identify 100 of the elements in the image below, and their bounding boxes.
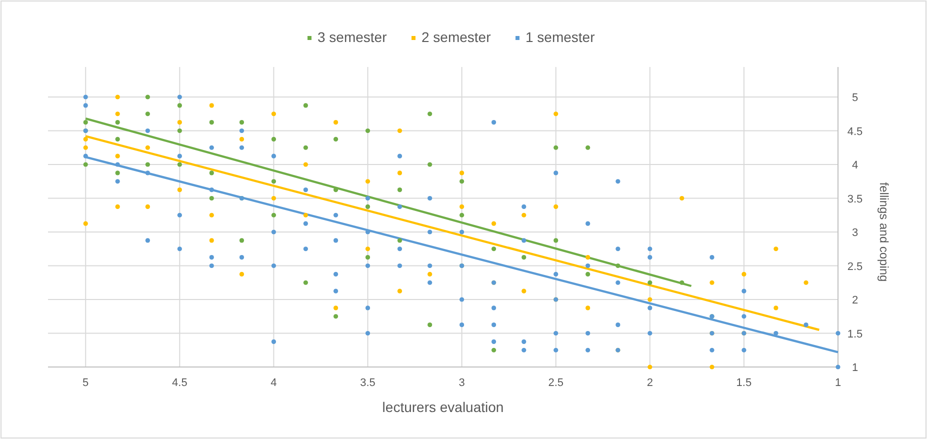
point: [616, 263, 620, 268]
point: [145, 162, 150, 167]
point: [115, 112, 120, 116]
point: [648, 297, 652, 302]
point: [83, 136, 88, 142]
point: [397, 128, 402, 134]
x-tick-label: 2.5: [548, 377, 564, 389]
point: [209, 103, 214, 108]
point: [333, 120, 338, 125]
x-tick-label: 2: [646, 377, 653, 389]
point: [648, 280, 652, 285]
point: [397, 188, 402, 192]
y-tick-label: 4.5: [847, 126, 863, 138]
point: [271, 212, 276, 218]
point: [586, 255, 590, 260]
point: [710, 280, 714, 285]
point: [177, 188, 182, 192]
point: [365, 246, 370, 252]
y-tick-label: 2: [852, 294, 858, 306]
point: [145, 112, 150, 116]
point: [742, 272, 746, 276]
point: [365, 179, 370, 184]
y-tick-label: 5: [852, 92, 858, 104]
legend-label: 1 semester: [526, 29, 596, 45]
point: [303, 162, 308, 167]
point: [83, 145, 88, 150]
y-axis-title: fellings and coping: [877, 182, 891, 282]
point: [522, 255, 526, 260]
point: [397, 238, 402, 243]
point: [365, 255, 370, 260]
point: [522, 288, 526, 294]
point: [428, 272, 432, 276]
point: [83, 162, 88, 167]
y-tick-label: 2.5: [847, 260, 863, 273]
y-tick-label: 4: [852, 160, 858, 172]
point: [115, 120, 120, 125]
point: [239, 272, 244, 276]
point: [554, 145, 558, 150]
point: [271, 136, 276, 142]
y-tick-label: 3: [852, 227, 858, 239]
point: [271, 112, 276, 116]
point: [710, 364, 714, 370]
point: [428, 322, 432, 328]
point: [333, 306, 338, 310]
point: [491, 221, 496, 226]
point: [460, 204, 464, 209]
legend-label: 3 semester: [318, 29, 388, 45]
point: [239, 120, 244, 125]
x-tick-label: 3.5: [360, 377, 376, 389]
point: [177, 103, 182, 108]
point: [303, 212, 308, 218]
point: [115, 94, 120, 100]
point: [554, 112, 558, 116]
point: [209, 212, 214, 218]
point: [83, 221, 88, 226]
y-tick-label: 1.5: [847, 328, 863, 340]
point: [586, 145, 590, 150]
point: [83, 120, 88, 125]
point: [460, 212, 464, 218]
x-tick-label: 4: [270, 377, 277, 389]
point: [491, 246, 496, 252]
point: [428, 162, 432, 167]
point: [209, 120, 214, 125]
point: [680, 280, 684, 285]
point: [774, 306, 778, 310]
point: [239, 136, 244, 142]
point: [303, 280, 308, 285]
point: [209, 238, 214, 243]
point: [271, 179, 276, 184]
point: [115, 170, 120, 176]
point: [365, 128, 370, 134]
point: [397, 170, 402, 176]
point: [145, 204, 150, 209]
point: [397, 288, 402, 294]
point: [303, 145, 308, 150]
point: [680, 196, 684, 201]
point: [303, 103, 308, 108]
point: [333, 136, 338, 142]
point: [804, 280, 808, 285]
point: [554, 204, 558, 209]
point: [554, 238, 558, 243]
point: [115, 136, 120, 142]
point: [586, 306, 590, 310]
point: [774, 246, 778, 252]
point: [115, 154, 120, 158]
point: [239, 238, 244, 243]
point: [209, 196, 214, 201]
x-tick-label: 1: [834, 377, 842, 389]
point: [365, 204, 370, 209]
x-tick-label: 4.5: [172, 377, 188, 389]
point: [460, 170, 464, 176]
x-tick-label: 3: [458, 377, 465, 389]
point: [115, 204, 120, 209]
point: [145, 94, 150, 100]
point: [177, 162, 182, 167]
point: [522, 212, 526, 218]
x-tick-label: 1.5: [736, 377, 752, 389]
point: [333, 188, 338, 192]
point: [586, 272, 590, 276]
point: [209, 170, 214, 176]
